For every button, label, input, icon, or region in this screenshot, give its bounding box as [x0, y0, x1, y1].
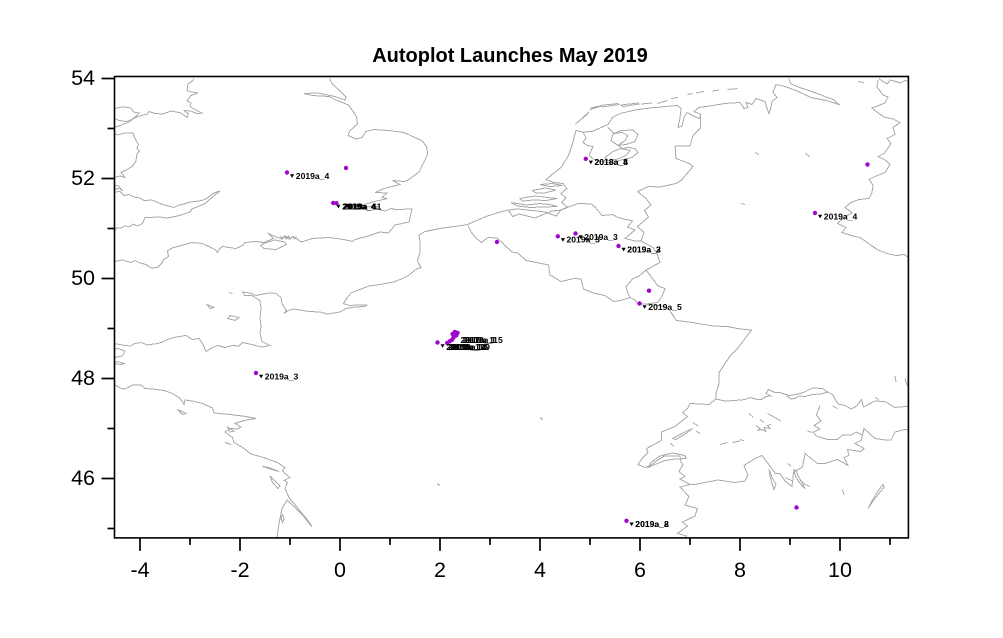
svg-text:0: 0: [334, 558, 346, 582]
svg-text:2019a_4: 2019a_4: [824, 211, 858, 221]
svg-text:2019a_4: 2019a_4: [296, 171, 330, 181]
svg-text:2019a_2: 2019a_2: [635, 519, 669, 529]
svg-text:10: 10: [828, 558, 852, 582]
svg-text:50: 50: [71, 266, 95, 290]
svg-text:2: 2: [434, 558, 446, 582]
svg-text:-2: -2: [230, 558, 249, 582]
svg-text:2019a_1: 2019a_1: [446, 342, 480, 352]
svg-text:Autoplot Launches May 2019: Autoplot Launches May 2019: [372, 45, 648, 67]
svg-text:-4: -4: [130, 558, 149, 582]
svg-text:2018a_16: 2018a_16: [450, 342, 488, 352]
svg-text:2019a_2: 2019a_2: [627, 244, 661, 254]
svg-text:2017a_1: 2017a_1: [461, 335, 495, 345]
svg-text:2019a_14: 2019a_14: [448, 342, 486, 352]
svg-text:2019a_3: 2019a_3: [627, 244, 661, 254]
svg-text:52: 52: [71, 166, 95, 190]
svg-text:8: 8: [734, 558, 746, 582]
svg-text:2019a_19: 2019a_19: [452, 342, 490, 352]
svg-text:2019a_3: 2019a_3: [584, 232, 618, 242]
svg-text:2018a_4: 2018a_4: [595, 157, 629, 167]
svg-text:4: 4: [534, 558, 546, 582]
svg-text:2018a_15: 2018a_15: [465, 335, 503, 345]
svg-text:2018a_8: 2018a_8: [595, 157, 629, 167]
svg-text:48: 48: [71, 366, 95, 390]
svg-text:2019a_4: 2019a_4: [342, 201, 376, 211]
svg-text:2019a_11: 2019a_11: [344, 201, 382, 211]
svg-text:2019a_5: 2019a_5: [648, 302, 682, 312]
svg-text:54: 54: [71, 66, 95, 90]
svg-text:2018a_1: 2018a_1: [463, 335, 497, 345]
svg-text:2019a_8: 2019a_8: [635, 519, 669, 529]
svg-text:2019a_3: 2019a_3: [265, 371, 299, 381]
svg-text:6: 6: [634, 558, 646, 582]
svg-text:46: 46: [71, 466, 95, 490]
svg-text:2018a_4: 2018a_4: [343, 201, 377, 211]
svg-text:2019a_3: 2019a_3: [567, 235, 601, 245]
